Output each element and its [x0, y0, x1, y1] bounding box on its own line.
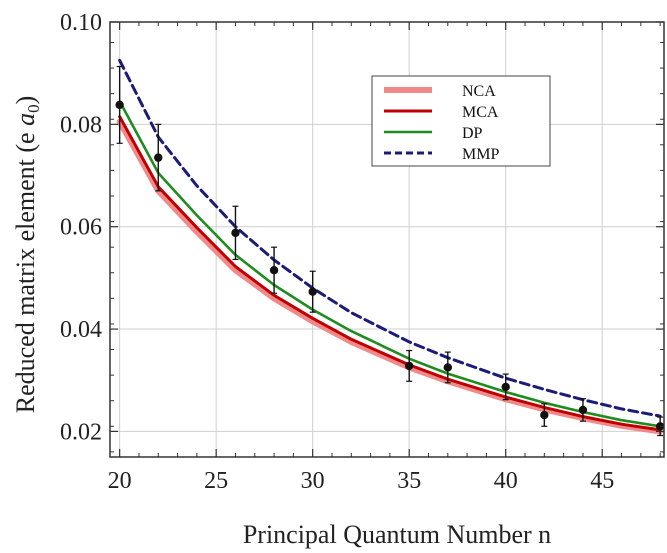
- data-point: [501, 382, 510, 392]
- data-point: [540, 410, 549, 420]
- y-axis-label-close: ): [11, 96, 40, 105]
- legend-label-dp: DP: [462, 125, 483, 142]
- x-tick-label: 40: [494, 468, 518, 494]
- x-tick-label: 20: [108, 468, 132, 494]
- series-line-nca: [116, 118, 664, 435]
- legend-label-mca: MCA: [462, 104, 499, 121]
- series-line-mca: [118, 115, 662, 432]
- x-tick-label: 30: [301, 468, 325, 494]
- y-tick-label: 0.02: [60, 419, 102, 445]
- legend-label-mmp: MMP: [462, 146, 499, 163]
- x-tick-label: 45: [590, 468, 614, 494]
- data-point: [443, 363, 453, 372]
- series-line-mmp: [118, 58, 662, 418]
- y-axis-label-unit: a: [11, 113, 40, 126]
- series-line-dp: [118, 100, 662, 428]
- data-point: [231, 228, 240, 238]
- data-point: [269, 266, 279, 275]
- x-axis-label: Principal Quantum Number n: [243, 520, 551, 549]
- x-tick-label: 35: [397, 468, 421, 494]
- y-axis-label: Reduced matrix element (e a0): [11, 96, 43, 414]
- data-point: [404, 361, 414, 371]
- data-point: [578, 405, 588, 415]
- series-layer: [116, 58, 664, 435]
- y-tick-label: 0.08: [60, 112, 102, 138]
- y-axis-label-main: Reduced matrix element (e: [11, 126, 40, 413]
- y-tick-label: 0.04: [60, 317, 102, 343]
- legend: NCA MCA DP MMP: [371, 75, 551, 167]
- x-tick-label: 25: [204, 468, 228, 494]
- legend-label-nca: NCA: [462, 83, 496, 100]
- y-tick-label: 0.10: [60, 10, 102, 36]
- y-axis-label-subscript: 0: [24, 104, 43, 113]
- plot-frame: [109, 21, 665, 458]
- ticks-layer: 20 25 30 35 40 45 0.02 0.04 0.06 0.08 0.10: [60, 10, 664, 494]
- y-tick-label: 0.06: [60, 215, 102, 241]
- data-point: [115, 100, 124, 110]
- data-point: [308, 287, 317, 296]
- data-points-layer: [115, 65, 665, 437]
- data-point: [154, 153, 163, 162]
